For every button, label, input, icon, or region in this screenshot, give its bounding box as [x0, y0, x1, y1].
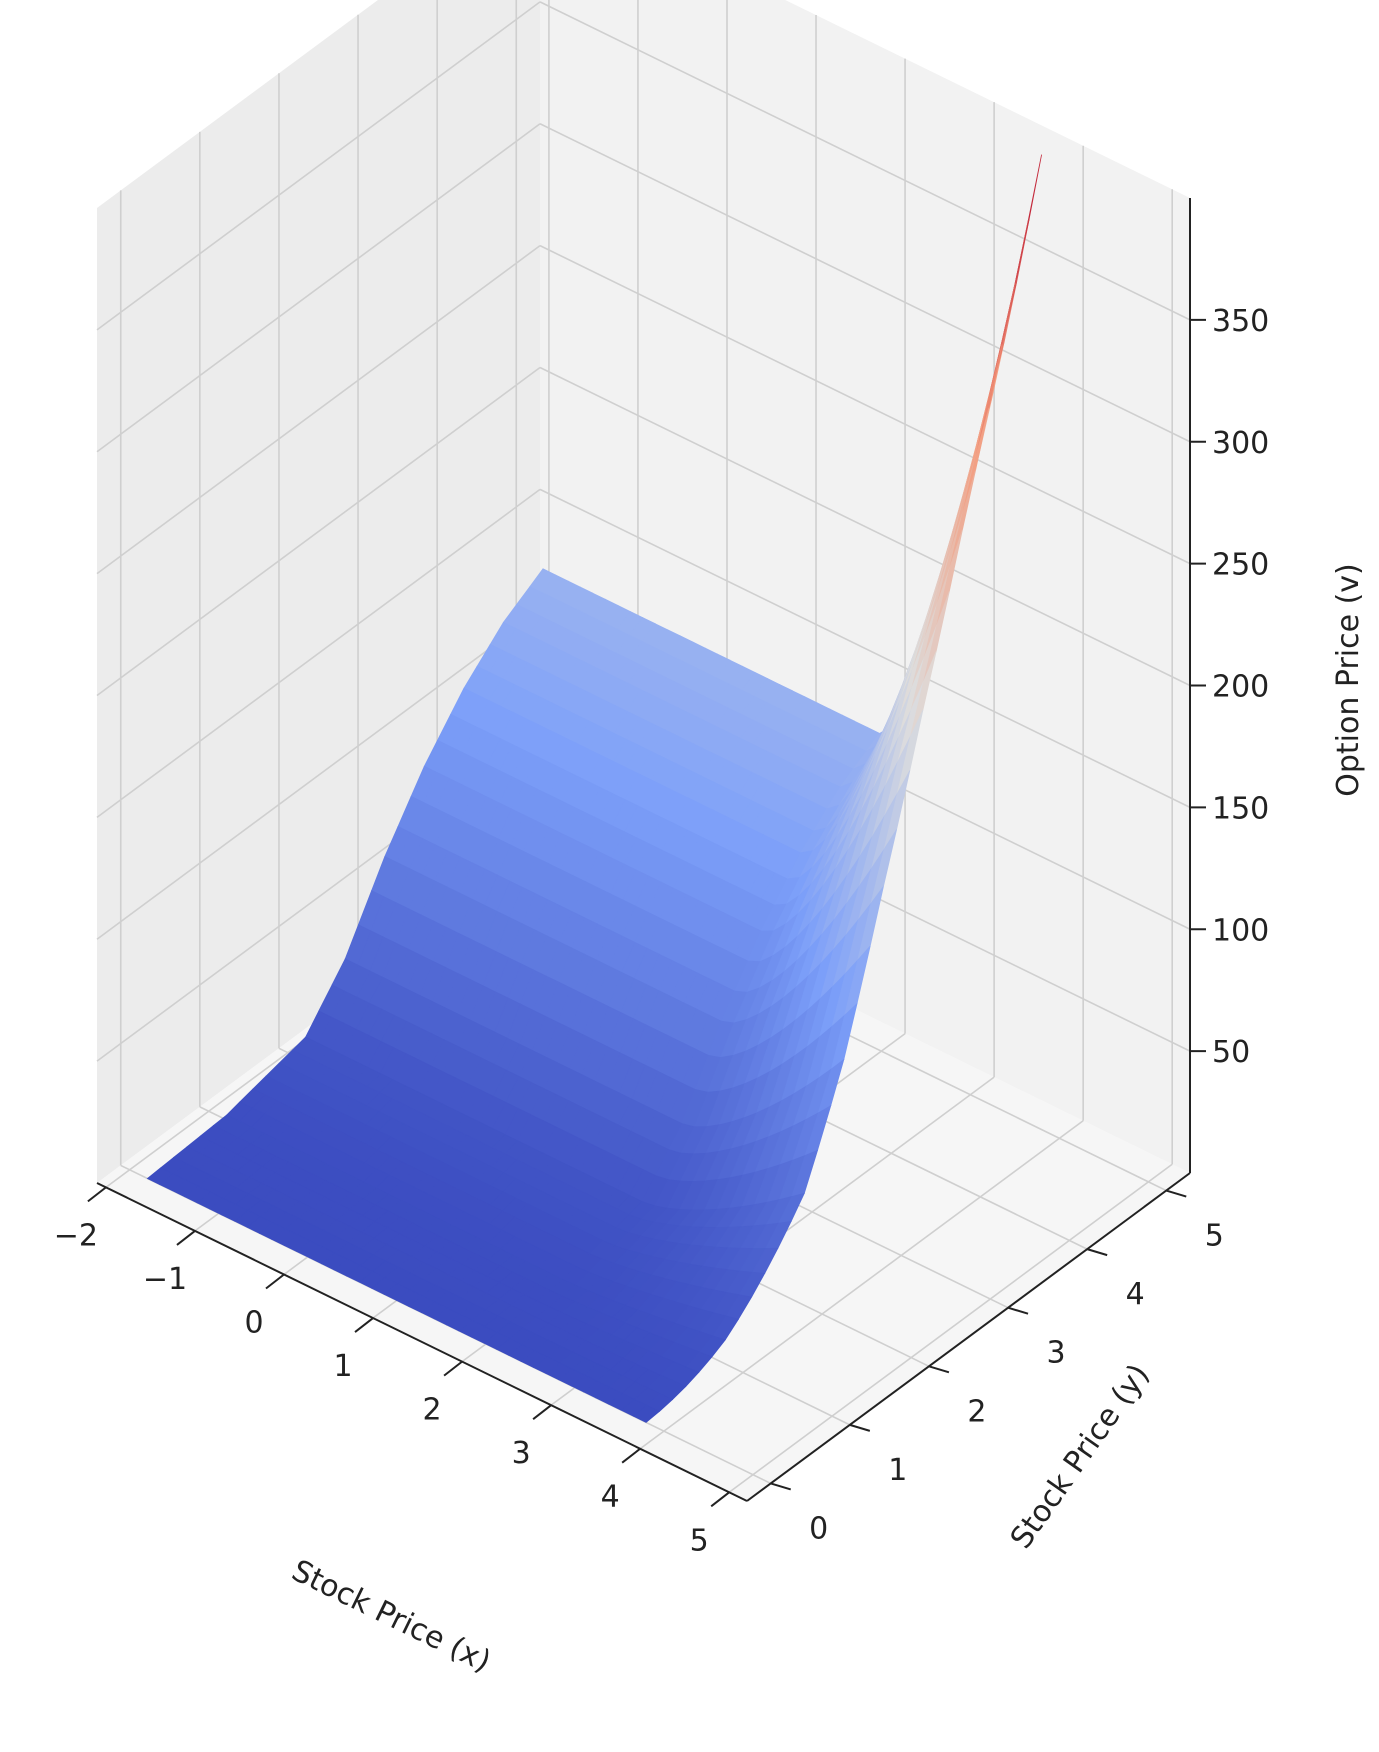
z-grid-side	[96, 610, 541, 940]
x-tick-label: 4	[601, 1480, 620, 1515]
y-tick-label: 5	[1205, 1219, 1224, 1254]
y-tick	[849, 1423, 871, 1432]
x-tick-label: 1	[333, 1349, 352, 1384]
z-tick-label: 50	[1212, 1035, 1250, 1070]
z-grid-side	[96, 1, 541, 331]
y-axis-line	[746, 1172, 1191, 1502]
x-tick	[621, 1447, 641, 1464]
surface-patch	[632, 1404, 661, 1423]
y-tick-label: 1	[888, 1453, 907, 1488]
z-grid-back	[539, 488, 1191, 809]
z-tick-label: 350	[1212, 304, 1269, 339]
x-tick	[265, 1273, 285, 1290]
x-axis-line	[96, 1182, 748, 1502]
x-tick	[354, 1317, 374, 1333]
z-grid-back	[539, 244, 1191, 565]
y-tick	[1086, 1248, 1108, 1257]
z-tick-label: 200	[1212, 670, 1269, 705]
x-tick-label: −2	[54, 1218, 98, 1253]
z-axis-label: Option Price (v)	[1331, 563, 1366, 797]
x-tick-label: 0	[244, 1305, 263, 1340]
y-tick	[1165, 1189, 1187, 1198]
z-grid-side	[96, 488, 541, 819]
x-tick	[532, 1404, 552, 1420]
x-tick-label: −1	[143, 1262, 187, 1297]
x-axis-label: Stock Price (x)	[286, 1553, 496, 1679]
z-grid-back	[539, 123, 1191, 443]
z-grid-side	[96, 366, 541, 697]
x-tick-label: 3	[512, 1436, 531, 1471]
z-tick-label: 150	[1212, 791, 1269, 826]
z-grid-back	[539, 1, 1191, 321]
x-grid-floor	[639, 1120, 1084, 1450]
x-tick	[710, 1491, 730, 1508]
y-tick-label: 3	[1047, 1336, 1066, 1371]
y-tick	[770, 1482, 792, 1491]
z-grid-side	[96, 244, 541, 575]
y-tick-label: 2	[967, 1394, 986, 1429]
x-tick	[176, 1230, 196, 1246]
y-tick	[1007, 1306, 1029, 1315]
x-tick	[87, 1186, 107, 1203]
z-tick-label: 250	[1212, 548, 1269, 583]
surface	[146, 154, 1042, 1423]
x-tick	[443, 1360, 463, 1377]
y-axis-label: Stock Price (y)	[1004, 1358, 1157, 1555]
z-grid-side	[96, 123, 541, 453]
z-grid-back	[539, 366, 1191, 687]
z-tick-label: 100	[1212, 913, 1269, 948]
x-tick-label: 2	[423, 1393, 442, 1428]
z-tick-label: 300	[1212, 426, 1269, 461]
x-tick-label: 5	[690, 1523, 709, 1558]
y-tick-label: 4	[1126, 1277, 1145, 1312]
y-tick-label: 0	[809, 1511, 828, 1546]
y-tick	[928, 1365, 950, 1374]
x-grid-floor	[728, 1163, 1173, 1493]
